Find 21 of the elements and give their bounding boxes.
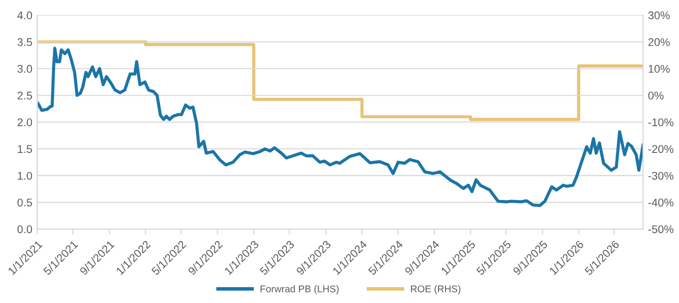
y2-tick-label: 10% [648,64,670,73]
y-tick-label: 2.0 [18,118,32,126]
y-tick-label: 0.0 [17,225,32,234]
y2-tick-label: -50% [648,225,674,234]
y2-tick-label: 20% [648,38,670,46]
y2-tick-label: -40% [648,198,674,206]
y2-tick-label: 30% [648,11,670,20]
y-tick-label: 0.5 [17,198,32,206]
y-tick-label: 1.5 [18,145,32,153]
legend-label: ROE (RHS) [411,285,460,294]
y-tick-label: 4.0 [17,11,32,20]
y2-tick-label: 0% [648,92,664,100]
y2-tick-label: -30% [648,172,674,180]
y-tick-label: 2.5 [18,92,32,100]
y-tick-label: 3.5 [17,38,32,46]
y-tick-label: 3.0 [17,64,32,73]
line-series [37,46,644,208]
y2-tick-label: -10% [648,118,674,126]
y-tick-label: 1.0 [18,172,32,180]
legend-label: Forwrad PB (LHS) [260,285,339,294]
y2-tick-label: -20% [648,145,674,153]
